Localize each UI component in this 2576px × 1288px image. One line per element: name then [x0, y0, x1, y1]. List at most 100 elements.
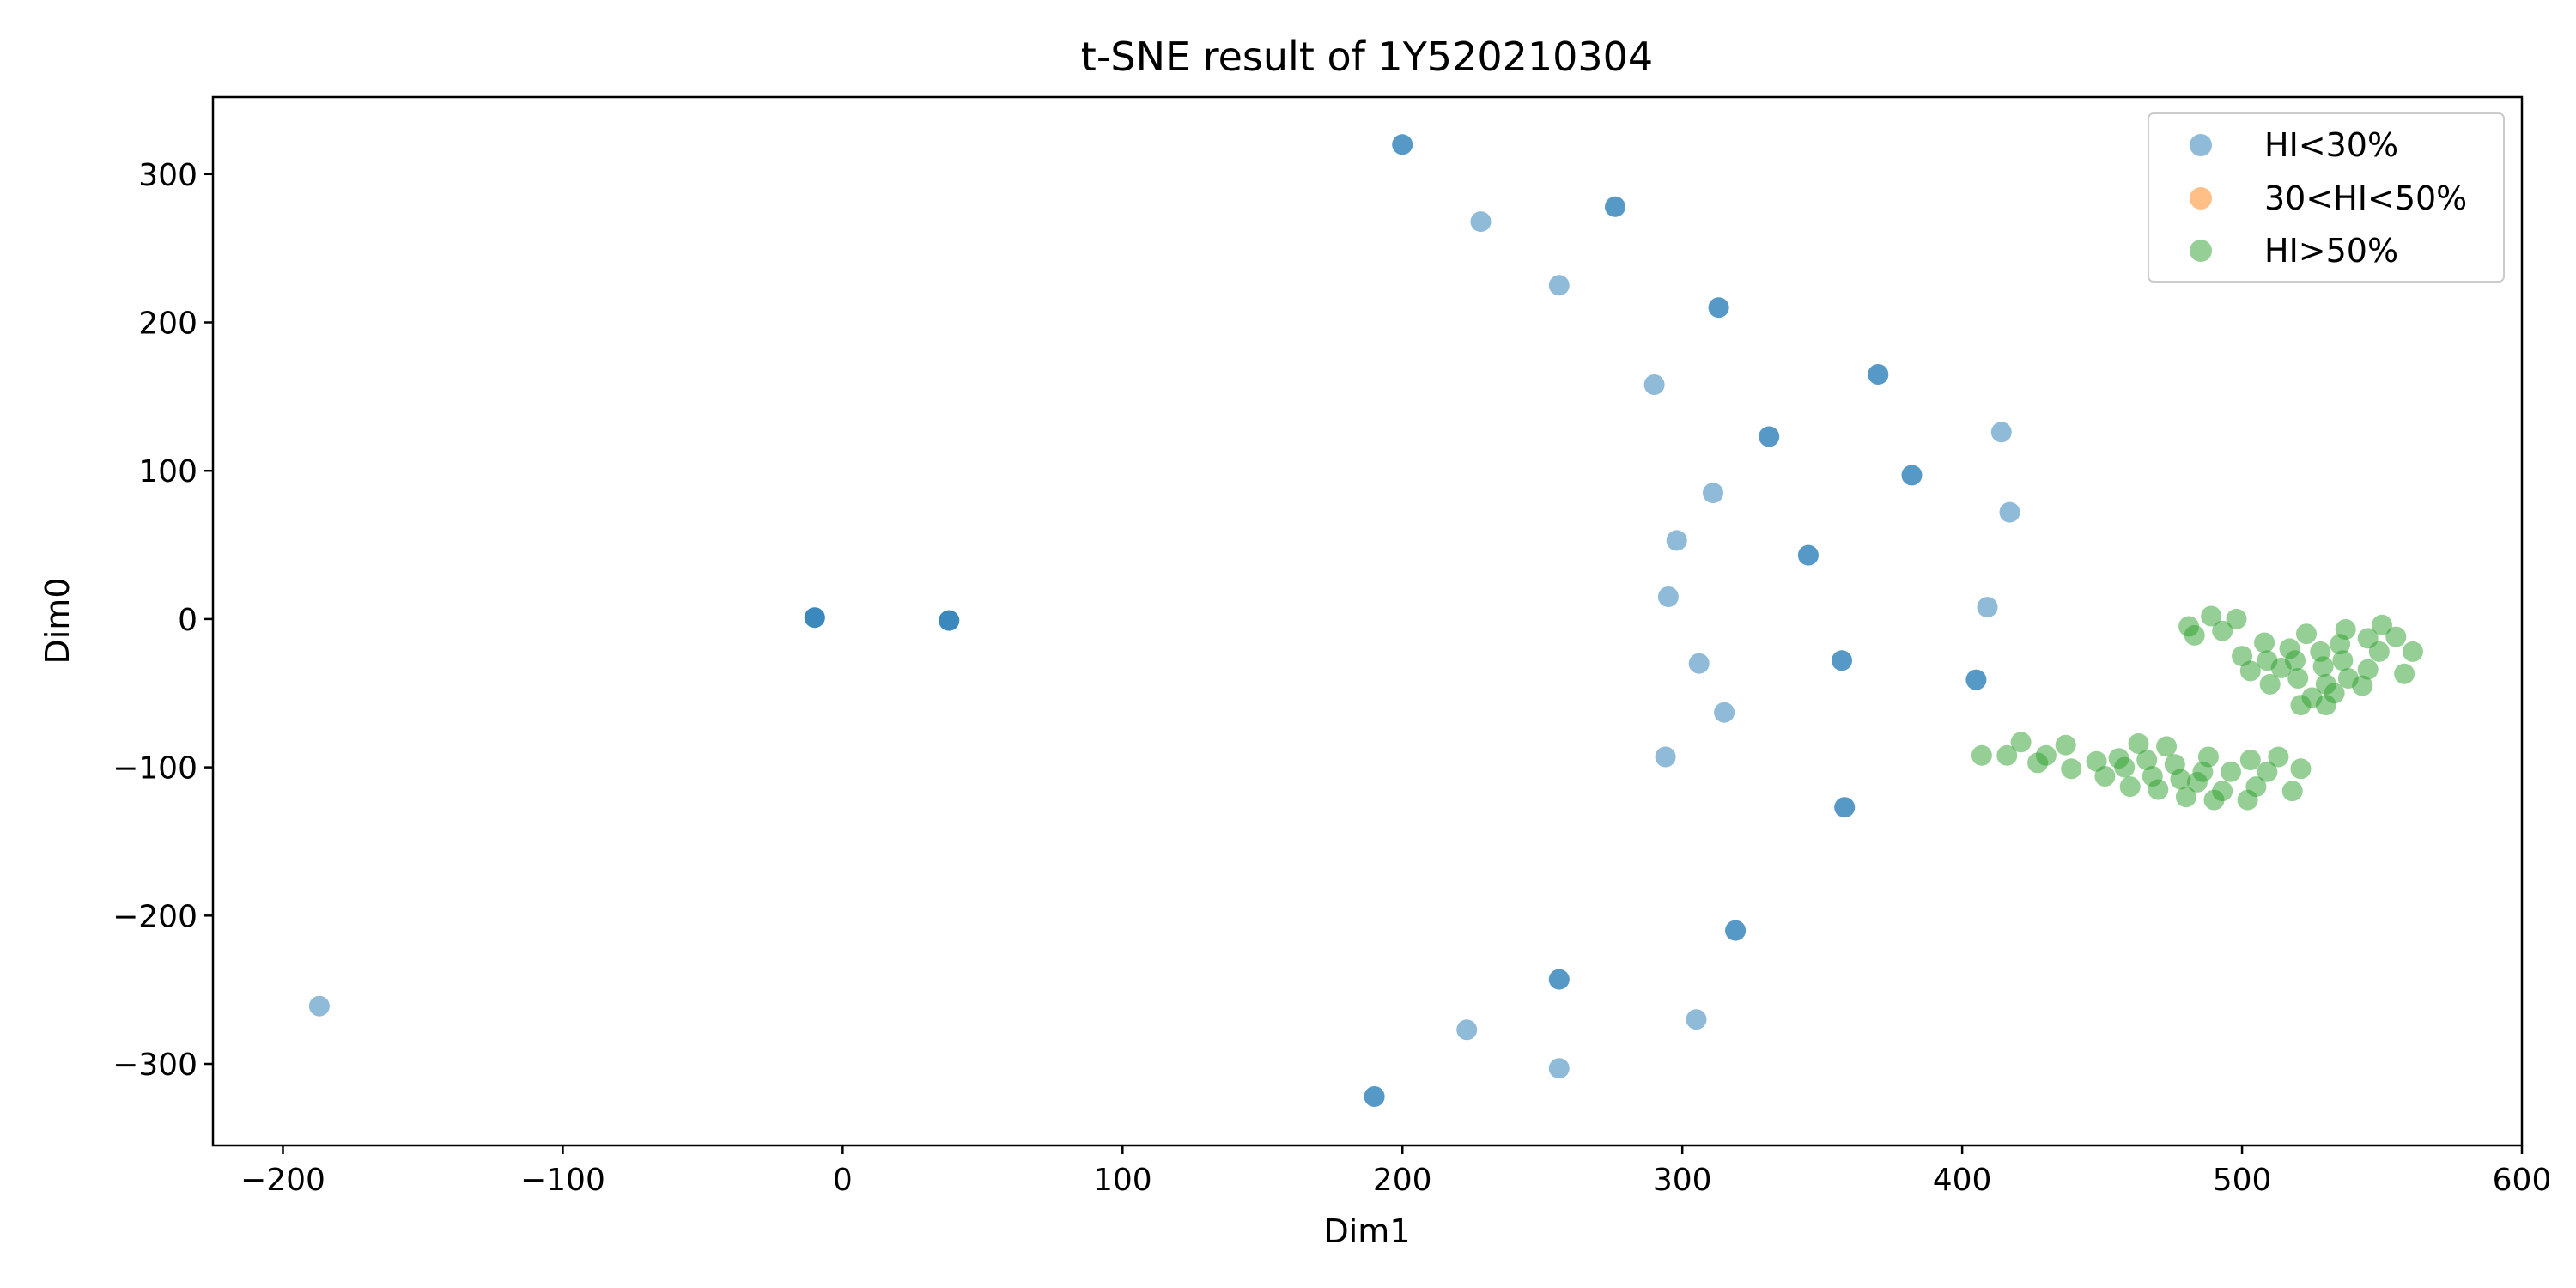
point-series-2-61: [2239, 750, 2261, 770]
x-tick-label: 600: [2493, 1163, 2552, 1198]
point-series-2-46: [2128, 733, 2149, 754]
point-series-0-29: [1688, 653, 1710, 674]
point-series-2-31: [2385, 626, 2407, 647]
point-series-2-13: [2287, 668, 2309, 689]
point-series-2-9: [2259, 673, 2281, 695]
x-tick-label: 200: [1373, 1163, 1432, 1198]
legend: HI<30% 30<HI<50% HI>50%: [2148, 112, 2505, 283]
point-series-2-34: [1971, 744, 1992, 766]
point-series-0-33: [1965, 669, 1987, 690]
point-series-2-64: [2268, 746, 2289, 768]
point-series-0-41: [1548, 969, 1570, 990]
x-axis-label: Dim1: [1323, 1212, 1410, 1250]
plot-area-frame: [211, 95, 2524, 1147]
point-series-0-4: [1605, 196, 1625, 217]
point-series-2-36: [2010, 732, 2032, 753]
point-series-0-43: [1456, 1019, 1478, 1041]
y-axis-label: Dim0: [39, 577, 76, 664]
y-tick-label: 0: [178, 603, 197, 638]
point-series-2-18: [2312, 656, 2334, 677]
point-series-2-33: [2402, 641, 2423, 662]
point-series-0-16: [1703, 483, 1723, 504]
point-series-0-13: [1990, 422, 2012, 443]
point-series-0-25: [804, 607, 825, 629]
point-series-2-12: [2285, 650, 2306, 671]
x-tick-label: −200: [240, 1163, 325, 1198]
point-series-2-23: [2332, 650, 2354, 671]
x-tick-label: 100: [1093, 1163, 1152, 1198]
point-series-0-17: [1999, 501, 2020, 523]
y-tick-label: −300: [112, 1048, 197, 1083]
point-series-0-15: [1901, 465, 1923, 486]
point-series-0-21: [1657, 586, 1679, 607]
legend-marker-hi-gt-50: [2190, 240, 2212, 262]
y-tick-label: 100: [138, 454, 197, 489]
point-series-2-47: [2136, 750, 2158, 770]
point-series-0-18: [1666, 530, 1687, 551]
x-tick-label: 0: [833, 1163, 853, 1198]
point-series-2-24: [2335, 619, 2356, 640]
point-series-2-14: [2296, 623, 2317, 645]
point-series-2-58: [2212, 781, 2233, 802]
point-series-0-35: [1655, 746, 1676, 768]
point-series-2-3: [2226, 608, 2247, 629]
x-tick-label: 400: [1933, 1163, 1992, 1198]
point-series-0-45: [1548, 1058, 1570, 1079]
point-series-0-22: [1977, 597, 1998, 618]
point-series-2-52: [2170, 769, 2191, 790]
y-tick-label: −200: [112, 899, 197, 934]
point-series-2-38: [2035, 744, 2057, 766]
point-series-2-26: [2352, 675, 2373, 696]
point-series-2-62: [2245, 776, 2267, 798]
point-series-2-1: [2201, 605, 2222, 627]
x-tick-label: −100: [520, 1163, 605, 1198]
point-series-0-39: [1725, 920, 1747, 941]
point-series-2-66: [2290, 758, 2312, 780]
point-series-0-42: [308, 995, 330, 1017]
y-axis-ticks: −300 −200 −100 0 100 200 300: [112, 158, 213, 1083]
point-series-2-35: [1996, 744, 2018, 766]
point-series-0-47: [1364, 1086, 1385, 1107]
x-axis-ticks: −200 −100 0 100 200 300 400 500 600: [240, 1145, 2551, 1198]
point-series-0-12: [1759, 426, 1780, 447]
legend-label-hi-gt-50: HI>50%: [2264, 232, 2398, 270]
legend-marker-hi-lt-30: [2190, 134, 2212, 156]
point-series-2-59: [2221, 761, 2241, 782]
point-series-2-32: [2394, 663, 2415, 684]
point-series-0-1: [1392, 134, 1413, 155]
point-series-0-9: [1868, 364, 1889, 385]
x-tick-label: 500: [2213, 1163, 2272, 1198]
point-series-0-44: [1686, 1009, 1707, 1030]
point-series-2-44: [2114, 756, 2136, 778]
point-series-0-20: [1797, 544, 1819, 566]
point-series-2-2: [2212, 620, 2233, 641]
point-series-2-28: [2357, 659, 2379, 680]
point-series-0-2: [1470, 211, 1492, 233]
point-series-0-37: [1834, 797, 1856, 818]
point-series-2-29: [2368, 641, 2390, 662]
x-tick-label: 300: [1653, 1163, 1712, 1198]
y-tick-label: 300: [138, 158, 197, 193]
point-series-2-6: [2239, 660, 2261, 682]
point-series-2-50: [2156, 736, 2178, 757]
point-series-2-39: [2055, 734, 2076, 756]
point-series-2-63: [2257, 761, 2278, 782]
point-series-2-40: [2061, 758, 2082, 780]
point-series-0-28: [939, 610, 960, 631]
legend-label-hi-30-50: 30<HI<50%: [2264, 179, 2467, 217]
points-layer: [308, 134, 2423, 1107]
legend-marker-hi-30-50: [2190, 187, 2212, 210]
y-tick-label: 200: [138, 307, 197, 342]
point-series-0-7: [1708, 297, 1729, 319]
point-series-2-49: [2148, 779, 2169, 800]
point-series-0-31: [1832, 650, 1852, 671]
point-series-2-7: [2254, 632, 2275, 653]
point-series-2-21: [2324, 683, 2345, 704]
point-series-2-30: [2372, 614, 2392, 635]
point-series-0-5: [1548, 275, 1570, 296]
point-series-2-42: [2094, 766, 2116, 787]
chart-title: t-SNE result of 1Y520210304: [1081, 33, 1653, 80]
point-series-0-34: [1714, 702, 1735, 723]
